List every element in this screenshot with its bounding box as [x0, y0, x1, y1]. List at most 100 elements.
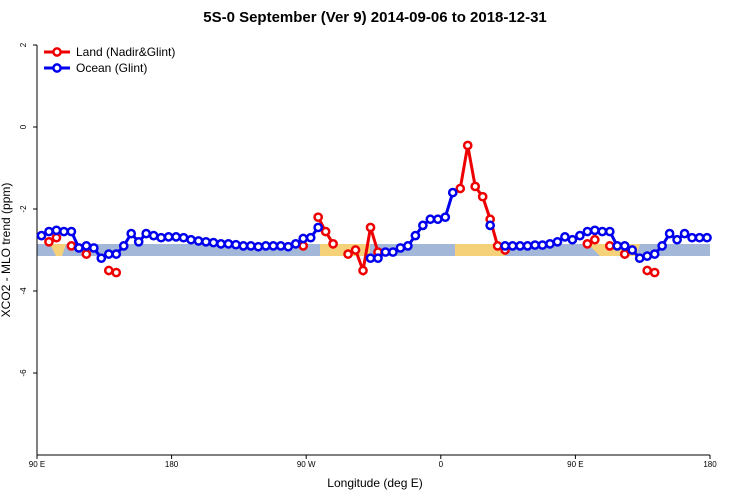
data-point — [343, 249, 353, 259]
data-point — [133, 236, 144, 247]
x-tick-label: 90 E — [29, 460, 45, 469]
data-point — [126, 228, 137, 239]
data-point — [74, 243, 84, 253]
data-point — [582, 239, 593, 249]
data-point — [649, 249, 660, 259]
data-point — [657, 241, 667, 251]
data-point — [507, 241, 518, 251]
data-point — [619, 249, 630, 259]
data-point — [118, 241, 129, 251]
legend-label: Land (Nadir&Glint) — [76, 45, 175, 59]
data-point — [320, 226, 331, 237]
data-point — [702, 232, 712, 243]
data-point — [298, 241, 309, 251]
data-point — [186, 234, 196, 245]
data-point — [156, 232, 166, 243]
data-point — [275, 241, 286, 251]
data-point — [231, 239, 241, 250]
data-point — [447, 187, 458, 198]
data-point — [373, 253, 383, 264]
data-point — [560, 232, 570, 242]
data-point — [81, 241, 92, 251]
data-point — [178, 232, 189, 243]
data-point — [627, 245, 638, 255]
data-point — [298, 233, 309, 244]
data-point — [148, 230, 159, 241]
data-point — [694, 232, 705, 243]
legend-marker — [52, 47, 62, 57]
data-point — [313, 222, 324, 233]
y-tick-label: 2 — [19, 42, 28, 47]
data-point — [201, 236, 211, 247]
data-point — [604, 226, 615, 237]
data-point — [171, 232, 181, 242]
y-tick-label: 0 — [19, 124, 28, 129]
data-point — [418, 220, 428, 231]
data-point — [470, 181, 481, 192]
data-point — [246, 241, 256, 251]
data-point — [649, 267, 660, 278]
data-point — [455, 183, 466, 194]
data-point — [44, 236, 54, 247]
data-point — [358, 265, 368, 276]
data-point — [672, 234, 682, 245]
data-point — [103, 249, 114, 259]
land-band — [50, 244, 66, 256]
data-point — [260, 241, 271, 251]
x-tick-label: 180 — [165, 460, 179, 469]
data-point — [81, 249, 92, 259]
data-point — [111, 249, 122, 259]
data-point — [66, 241, 77, 251]
legend-marker — [52, 63, 62, 73]
data-point — [619, 241, 630, 251]
x-tick-label: 0 — [439, 460, 444, 469]
data-point — [141, 228, 152, 239]
data-point — [515, 241, 525, 251]
data-point — [44, 226, 54, 237]
data-point — [664, 228, 675, 239]
data-point — [51, 225, 62, 236]
data-point — [163, 232, 174, 242]
data-point — [88, 243, 99, 253]
data-point — [96, 253, 107, 264]
data-point — [589, 225, 600, 236]
land-band — [455, 244, 505, 256]
data-point — [687, 232, 697, 243]
data-point — [410, 230, 421, 241]
data-point — [567, 234, 578, 245]
x-axis-label: Longitude (deg E) — [327, 476, 422, 490]
legend: Land (Nadir&Glint) Ocean (Glint) — [44, 45, 175, 75]
data-point — [537, 240, 548, 250]
y-tick-label: -4 — [19, 287, 28, 295]
data-point — [403, 241, 413, 251]
data-point — [425, 214, 436, 225]
data-point — [395, 243, 406, 253]
data-point — [193, 236, 204, 246]
data-point — [66, 226, 77, 237]
data-point — [290, 239, 301, 249]
x-tick-label: 90 E — [567, 460, 583, 469]
data-point — [604, 241, 615, 251]
data-point — [612, 241, 623, 251]
data-point — [485, 220, 496, 231]
data-point — [365, 222, 376, 233]
data-point — [111, 267, 122, 278]
data-point — [679, 228, 690, 239]
data-point — [380, 247, 391, 257]
data-point — [545, 239, 555, 249]
y-tick-label: -6 — [19, 369, 28, 377]
data-point — [328, 239, 338, 249]
data-point — [313, 212, 324, 223]
data-point — [642, 265, 653, 276]
x-tick-label: 180 — [703, 460, 717, 469]
data-point — [582, 226, 593, 237]
data-point — [223, 239, 234, 249]
data-point — [103, 265, 114, 276]
data-point — [305, 232, 316, 243]
plot-area — [36, 140, 712, 278]
data-point — [283, 241, 294, 252]
legend-label: Ocean (Glint) — [76, 61, 147, 75]
data-point — [477, 191, 488, 202]
data-point — [440, 212, 451, 223]
